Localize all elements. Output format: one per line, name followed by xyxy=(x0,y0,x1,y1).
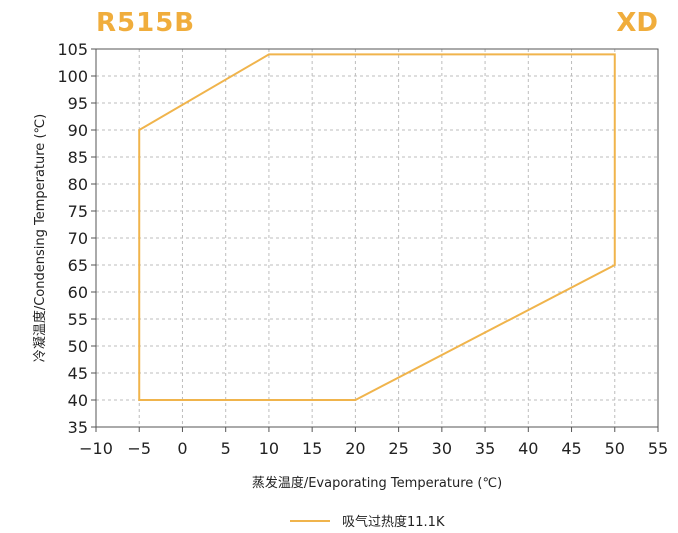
x-tick-label-11: 45 xyxy=(561,439,581,458)
y-tick-label-9: 80 xyxy=(68,175,88,194)
y-tick-label-13: 100 xyxy=(57,67,88,86)
y-tick-label-0: 35 xyxy=(68,418,88,437)
y-tick-label-1: 40 xyxy=(68,391,88,410)
x-tick-label-3: 5 xyxy=(221,439,231,458)
x-tick-label-7: 25 xyxy=(388,439,408,458)
legend: 吸气过热度11.1K xyxy=(290,514,445,530)
y-tick-label-5: 60 xyxy=(68,283,88,302)
y-tick-label-2: 45 xyxy=(68,364,88,383)
x-tick-label-1: −5 xyxy=(127,439,151,458)
x-tick-label-0: −10 xyxy=(79,439,113,458)
x-tick-label-10: 40 xyxy=(518,439,538,458)
x-tick-label-13: 55 xyxy=(648,439,668,458)
y-tick-label-7: 70 xyxy=(68,229,88,248)
y-tick-label-14: 105 xyxy=(57,40,88,59)
y-ticks: 35 40 45 50 55 60 65 70 75 80 85 90 95 100 105 xyxy=(57,40,96,437)
series-group xyxy=(138,53,616,401)
series-line-0 xyxy=(138,53,616,401)
x-axis-label: 蒸发温度/Evaporating Temperature (℃) xyxy=(252,475,502,491)
x-ticks: −10 −5 0 5 10 15 20 25 30 35 40 45 50 55 xyxy=(79,427,668,458)
y-tick-label-4: 55 xyxy=(68,310,88,329)
x-tick-label-5: 15 xyxy=(302,439,322,458)
x-tick-label-6: 20 xyxy=(345,439,365,458)
x-tick-label-12: 50 xyxy=(605,439,625,458)
y-tick-label-10: 85 xyxy=(68,148,88,167)
y-tick-label-12: 95 xyxy=(68,94,88,113)
brand-title: XD xyxy=(616,8,658,38)
y-axis-label: 冷凝温度/Condensing Temperature (℃) xyxy=(32,114,48,362)
legend-label-0: 吸气过热度11.1K xyxy=(342,514,445,530)
y-tick-label-3: 50 xyxy=(68,337,88,356)
y-tick-label-8: 75 xyxy=(68,202,88,221)
x-tick-label-2: 0 xyxy=(177,439,187,458)
x-tick-label-8: 30 xyxy=(432,439,452,458)
model-title: R515B xyxy=(96,8,196,38)
x-tick-label-4: 10 xyxy=(259,439,279,458)
y-tick-label-6: 65 xyxy=(68,256,88,275)
y-tick-label-11: 90 xyxy=(68,121,88,140)
x-tick-label-9: 35 xyxy=(475,439,495,458)
